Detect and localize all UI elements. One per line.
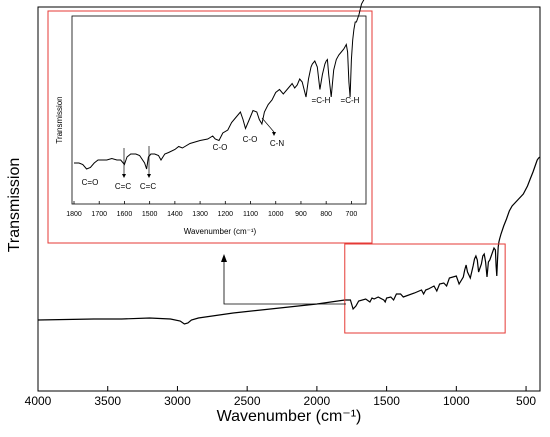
connector-arrowhead bbox=[221, 254, 227, 262]
annotation-label: C-O bbox=[213, 143, 228, 152]
inset-x-tick-label: 1300 bbox=[192, 211, 208, 218]
main-x-tick-label: 500 bbox=[516, 394, 536, 408]
main-x-tick-label: 2500 bbox=[234, 394, 261, 408]
main-x-tick-label: 3500 bbox=[94, 394, 121, 408]
main-x-tick-label: 1500 bbox=[373, 394, 400, 408]
inset-x-tick-label: 1700 bbox=[91, 211, 107, 218]
annotation-label: =C-H bbox=[312, 96, 331, 105]
highlight-region-box bbox=[345, 244, 505, 333]
inset-x-tick-label: 1400 bbox=[167, 211, 183, 218]
annotation-label: C=O bbox=[82, 178, 99, 187]
main-x-tick-label: 4000 bbox=[25, 394, 52, 408]
inset-x-axis-label: Wavenumber (cm⁻¹) bbox=[184, 227, 257, 236]
annotation-label: =C-H bbox=[341, 96, 360, 105]
inset-x-tick-label: 1800 bbox=[66, 211, 82, 218]
main-x-ticks: 4000 3500 3000 2500 2000 1500 1000 500 bbox=[25, 386, 537, 408]
inset-x-tick-label: 1200 bbox=[218, 211, 234, 218]
main-x-tick-label: 1000 bbox=[443, 394, 470, 408]
annotation-label: C-O bbox=[243, 135, 258, 144]
inset-border bbox=[48, 11, 372, 243]
inset-x-tick-label: 1100 bbox=[243, 211, 258, 218]
main-x-tick-label: 3000 bbox=[164, 394, 191, 408]
connector-line bbox=[224, 261, 346, 304]
inset-x-tick-label: 800 bbox=[320, 211, 332, 218]
inset-x-tick-label: 1500 bbox=[142, 211, 158, 218]
inset-x-tick-label: 1600 bbox=[117, 211, 133, 218]
inset-y-axis-label: Transmission bbox=[55, 96, 64, 143]
inset-x-tick-label: 700 bbox=[346, 211, 358, 218]
annotation-label: C=C bbox=[140, 182, 156, 191]
inset-x-tick-label: 1000 bbox=[268, 211, 284, 218]
main-x-axis-label: Wavenumber (cm⁻¹) bbox=[217, 408, 362, 425]
main-x-tick-label: 2000 bbox=[304, 394, 331, 408]
inset-x-tick-label: 900 bbox=[295, 211, 307, 218]
main-y-axis-label: Transmission bbox=[6, 158, 23, 253]
annotation-label: C=C bbox=[115, 182, 131, 191]
annotation-label: C-N bbox=[270, 139, 284, 148]
